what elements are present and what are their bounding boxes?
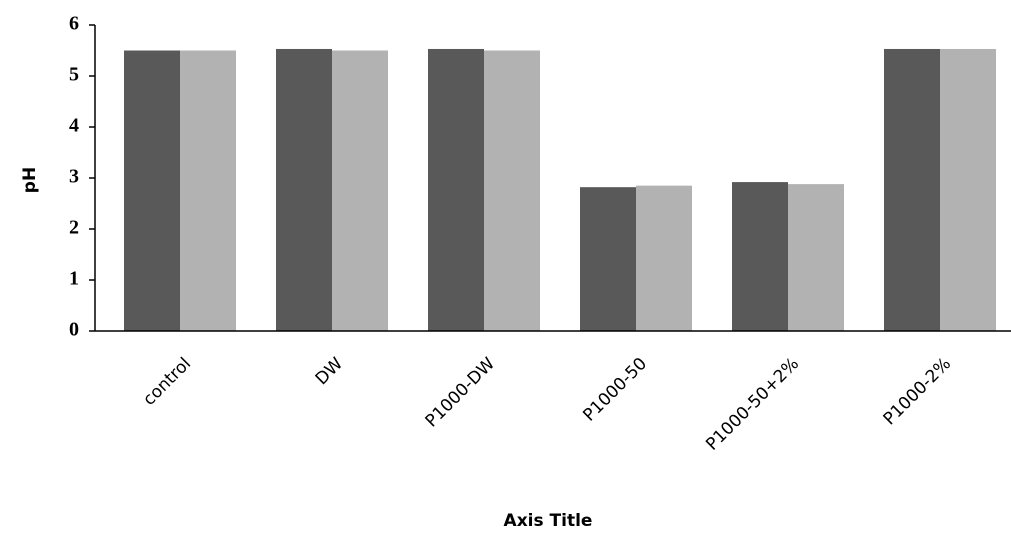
x-tick-label: P1000-DW	[422, 354, 500, 432]
y-tick-label: 6	[69, 13, 79, 35]
y-tick-label: 3	[69, 166, 79, 188]
bar	[940, 49, 996, 331]
bar	[884, 49, 940, 331]
x-tick-label: DW	[312, 354, 347, 389]
x-axis-title: Axis Title	[504, 511, 593, 531]
bar	[636, 186, 692, 331]
bar	[276, 49, 332, 331]
x-tick-label: control	[139, 354, 195, 410]
y-tick-label: 0	[69, 319, 79, 341]
x-tick-label: P1000-2%	[880, 354, 955, 429]
y-tick-label: 1	[69, 268, 79, 290]
x-tick-label: P1000-50	[579, 354, 651, 426]
bar	[332, 51, 388, 332]
bar	[484, 51, 540, 332]
bar	[428, 49, 484, 331]
y-axis-title: pH	[20, 167, 40, 193]
y-tick-label: 4	[69, 115, 79, 137]
chart: pH Axis Title 0 1 2 3 4 5 6 control DW P1000-DW P1…	[0, 0, 1011, 534]
y-tick-label: 5	[69, 64, 79, 86]
bar	[124, 51, 180, 332]
bar	[788, 184, 844, 331]
bar	[732, 182, 788, 331]
bar	[580, 187, 636, 331]
y-tick-label: 2	[69, 217, 79, 239]
x-tick-label: P1000-50+2%	[702, 354, 803, 455]
bar	[180, 51, 236, 332]
